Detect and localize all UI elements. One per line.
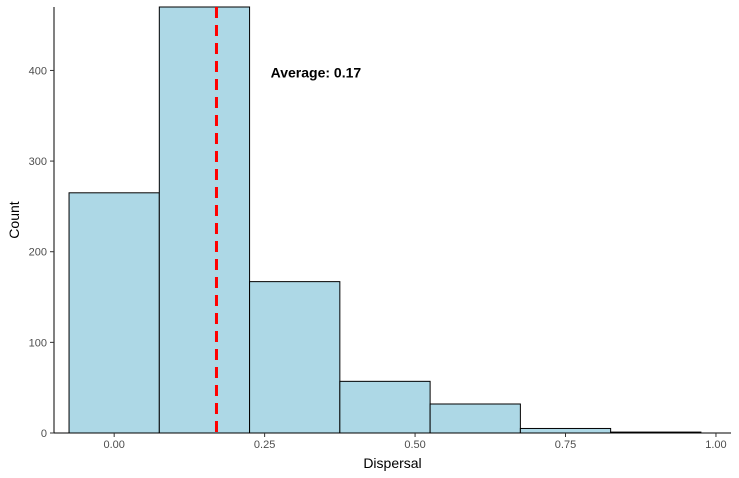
histogram-bars xyxy=(68,6,702,434)
histogram-bar-2 xyxy=(249,281,341,434)
x-axis-ticks: 0.00 0.25 0.50 0.75 1.00 xyxy=(103,433,727,451)
average-annotation: Average: 0.17 xyxy=(271,64,362,80)
x-axis-title: Dispersal xyxy=(363,455,421,471)
histogram-bar-3 xyxy=(339,380,431,434)
y-tick-label-2: 200 xyxy=(29,247,47,259)
x-tick-label-3: 0.75 xyxy=(555,439,576,451)
x-tick-label-0: 0.00 xyxy=(103,439,124,451)
x-tick-label-2: 0.50 xyxy=(404,439,425,451)
y-tick-label-3: 300 xyxy=(29,156,47,168)
y-tick-label-0: 0 xyxy=(41,428,47,440)
x-tick-label-1: 0.25 xyxy=(254,439,275,451)
histogram-bar-4 xyxy=(429,403,521,434)
y-tick-label-4: 400 xyxy=(29,65,47,77)
y-axis-ticks: 0 100 200 300 400 xyxy=(29,65,54,440)
histogram-bar-5 xyxy=(519,427,612,434)
histogram-bar-1 xyxy=(158,6,251,434)
y-tick-label-1: 100 xyxy=(29,337,47,349)
histogram-bar-0 xyxy=(68,192,160,434)
x-tick-label-4: 1.00 xyxy=(705,439,726,451)
y-axis-title: Count xyxy=(6,201,22,238)
